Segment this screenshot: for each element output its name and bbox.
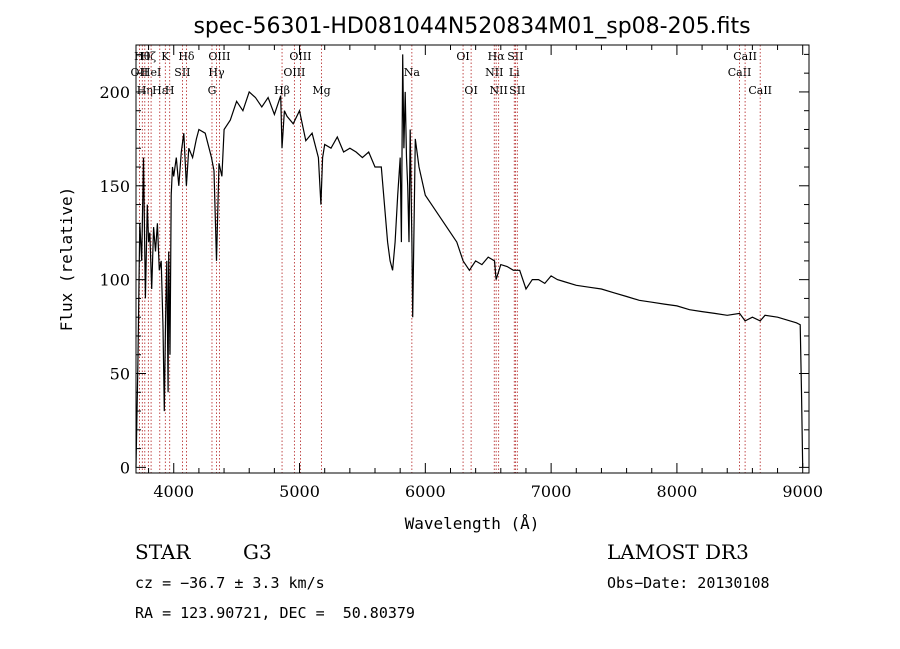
line-marker-label: Hβ	[274, 84, 290, 97]
x-tick-label: 6000	[405, 482, 446, 501]
survey-name: LAMOST DR3	[607, 540, 749, 564]
x-tick-label: 7000	[531, 482, 572, 501]
redshift-text: cz = −36.7 ± 3.3 km/s	[135, 574, 325, 592]
subclass: G3	[243, 540, 272, 564]
line-marker-label: OI	[464, 84, 477, 97]
y-tick-label: 200	[99, 83, 130, 102]
line-marker-label: OI	[456, 50, 469, 63]
line-marker-label: OII	[131, 66, 149, 79]
obs-date: Obs−Date: 20130108	[607, 574, 770, 592]
line-marker-label: Hθ	[134, 50, 151, 63]
line-marker-label: K	[161, 50, 170, 63]
line-marker-label: OIII	[208, 50, 230, 63]
line-marker-label: SII	[174, 66, 190, 79]
x-tick-label: 4000	[153, 482, 194, 501]
line-marker-label: OIII	[283, 66, 305, 79]
line-marker-label: SII	[507, 50, 523, 63]
y-tick-label: 50	[110, 365, 130, 384]
x-axis-label: Wavelength (Å)	[405, 514, 540, 533]
y-tick-label: 150	[99, 177, 130, 196]
spectrum-chart: spec-56301-HD081044N520834M01_sp08-205.f…	[57, 14, 823, 533]
line-marker-label: CaII	[748, 84, 772, 97]
x-tick-label: 9000	[782, 482, 823, 501]
line-marker-label: Hη	[137, 84, 153, 97]
chart-title: spec-56301-HD081044N520834M01_sp08-205.f…	[193, 14, 750, 39]
y-tick-label: 0	[120, 458, 130, 477]
line-marker-label: CaII	[728, 66, 752, 79]
line-marker-label: Mg	[312, 84, 330, 97]
coordinates: RA = 123.90721, DEC = 50.80379	[135, 604, 415, 622]
spectral-line-markers: OII Hθ Hη Hζ HeI Hε K H SII Hδ G Hγ OIII Hβ OIII OIII Mg…	[131, 45, 772, 473]
line-marker-label: Li	[509, 66, 520, 79]
line-marker-label: Hα	[488, 50, 506, 63]
line-marker-label: Hζ	[141, 50, 157, 63]
line-marker-label: SII	[509, 84, 525, 97]
line-marker-label: H	[165, 84, 175, 97]
line-marker-label: Hγ	[208, 66, 225, 79]
x-tick-label: 8000	[657, 482, 698, 501]
line-marker-label: Hδ	[178, 50, 195, 63]
y-tick-label: 100	[99, 271, 130, 290]
object-class: STAR	[135, 540, 191, 564]
line-marker-label: Na	[404, 66, 421, 79]
plot-frame	[135, 44, 810, 474]
line-marker-label: CaII	[733, 50, 757, 63]
line-marker-label: NII	[490, 84, 508, 97]
line-marker-label: Hε	[152, 84, 168, 97]
spectrum-line	[135, 54, 804, 468]
axis-ticks: 4000 5000 6000 7000 8000 9000 0 50 100 150 200	[99, 45, 823, 501]
y-axis-label: Flux (relative)	[57, 187, 76, 332]
line-marker-label: HeI	[141, 66, 161, 79]
line-marker-label: OIII	[289, 50, 311, 63]
line-marker-label: G	[208, 84, 217, 97]
x-tick-label: 5000	[279, 482, 320, 501]
line-marker-label: NII	[485, 66, 503, 79]
